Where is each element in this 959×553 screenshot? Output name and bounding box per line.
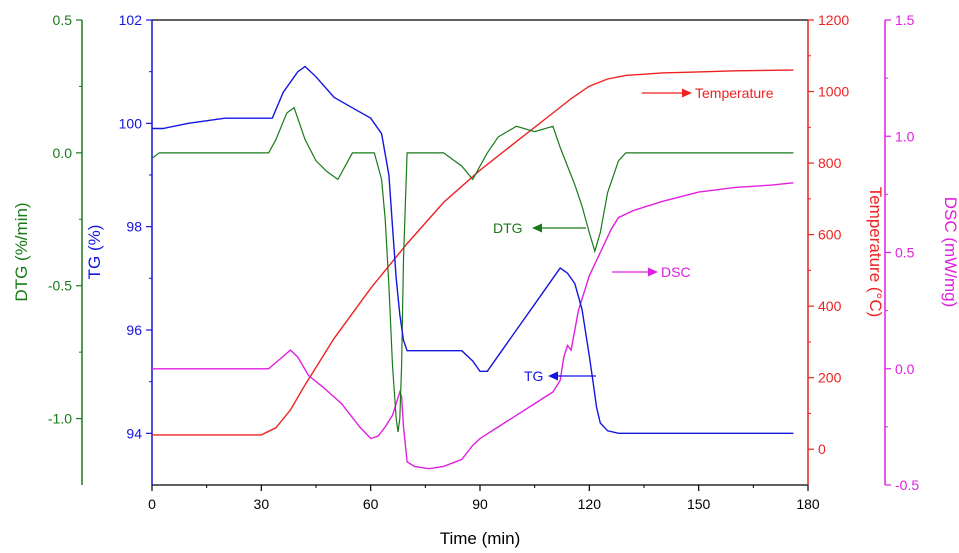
temperature-annotation-label: Temperature (695, 85, 774, 101)
dsc-tick-label: 0.0 (895, 361, 915, 377)
dsc-axis-title: DSC (mW/mg) (941, 197, 959, 307)
temperature-tick-label: 600 (818, 227, 842, 243)
tg-axis-title: TG (%) (85, 225, 104, 280)
temperature-annotation-arrowhead (682, 88, 692, 98)
tg-annotation-label: TG (524, 368, 543, 384)
dsc-tick-label: 0.5 (895, 245, 915, 261)
temperature-tick-label: 0 (818, 441, 826, 457)
temperature-tick-label: 800 (818, 155, 842, 171)
dtg-annotation-arrowhead (532, 223, 542, 233)
dsc-tick-label: 1.0 (895, 128, 915, 144)
dsc-annotation-label: DSC (661, 264, 691, 280)
temperature-tick-label: 1000 (818, 84, 849, 100)
dsc-tick-label: -0.5 (895, 477, 919, 493)
dsc-series-line (152, 182, 794, 470)
dtg-tick-label: 0.5 (53, 12, 73, 28)
x-tick-label: 0 (148, 496, 156, 512)
dtg-tick-label: -1.0 (48, 411, 72, 427)
temperature-tick-label: 400 (818, 298, 842, 314)
dsc-annotation-arrowhead (648, 267, 658, 277)
dtg-series-line (151, 106, 794, 432)
x-tick-label: 150 (687, 496, 711, 512)
x-tick-label: 30 (254, 496, 270, 512)
dtg-annotation: DTG (493, 220, 586, 236)
tg-annotation-arrowhead (548, 371, 558, 381)
dsc-tick-label: 1.5 (895, 12, 915, 28)
tg-tick-label: 102 (119, 12, 143, 28)
dsc-annotation: DSC (612, 264, 691, 280)
dtg-tick-label: 0.0 (53, 145, 73, 161)
x-tick-label: 90 (472, 496, 488, 512)
temperature-axis-title: Temperature (°C) (866, 187, 885, 318)
x-axis-title: Time (min) (440, 529, 521, 548)
tg-tick-label: 98 (126, 219, 142, 235)
temperature-tick-label: 200 (818, 370, 842, 386)
temperature-annotation: Temperature (642, 85, 774, 101)
dtg-tick-label: -0.5 (48, 278, 72, 294)
dtg-axis-title: DTG (%/min) (12, 202, 31, 301)
x-tick-label: 120 (578, 496, 602, 512)
x-tick-label: 180 (796, 496, 820, 512)
dtg-annotation-label: DTG (493, 220, 523, 236)
temperature-series-line (152, 69, 794, 436)
tg-tick-label: 94 (126, 425, 142, 441)
temperature-tick-label: 1200 (818, 12, 849, 28)
tg-series-line (152, 65, 794, 434)
tg-tick-label: 100 (119, 115, 143, 131)
x-tick-label: 60 (363, 496, 379, 512)
tg-annotation: TG (524, 368, 596, 384)
tg-tick-label: 96 (126, 322, 142, 338)
